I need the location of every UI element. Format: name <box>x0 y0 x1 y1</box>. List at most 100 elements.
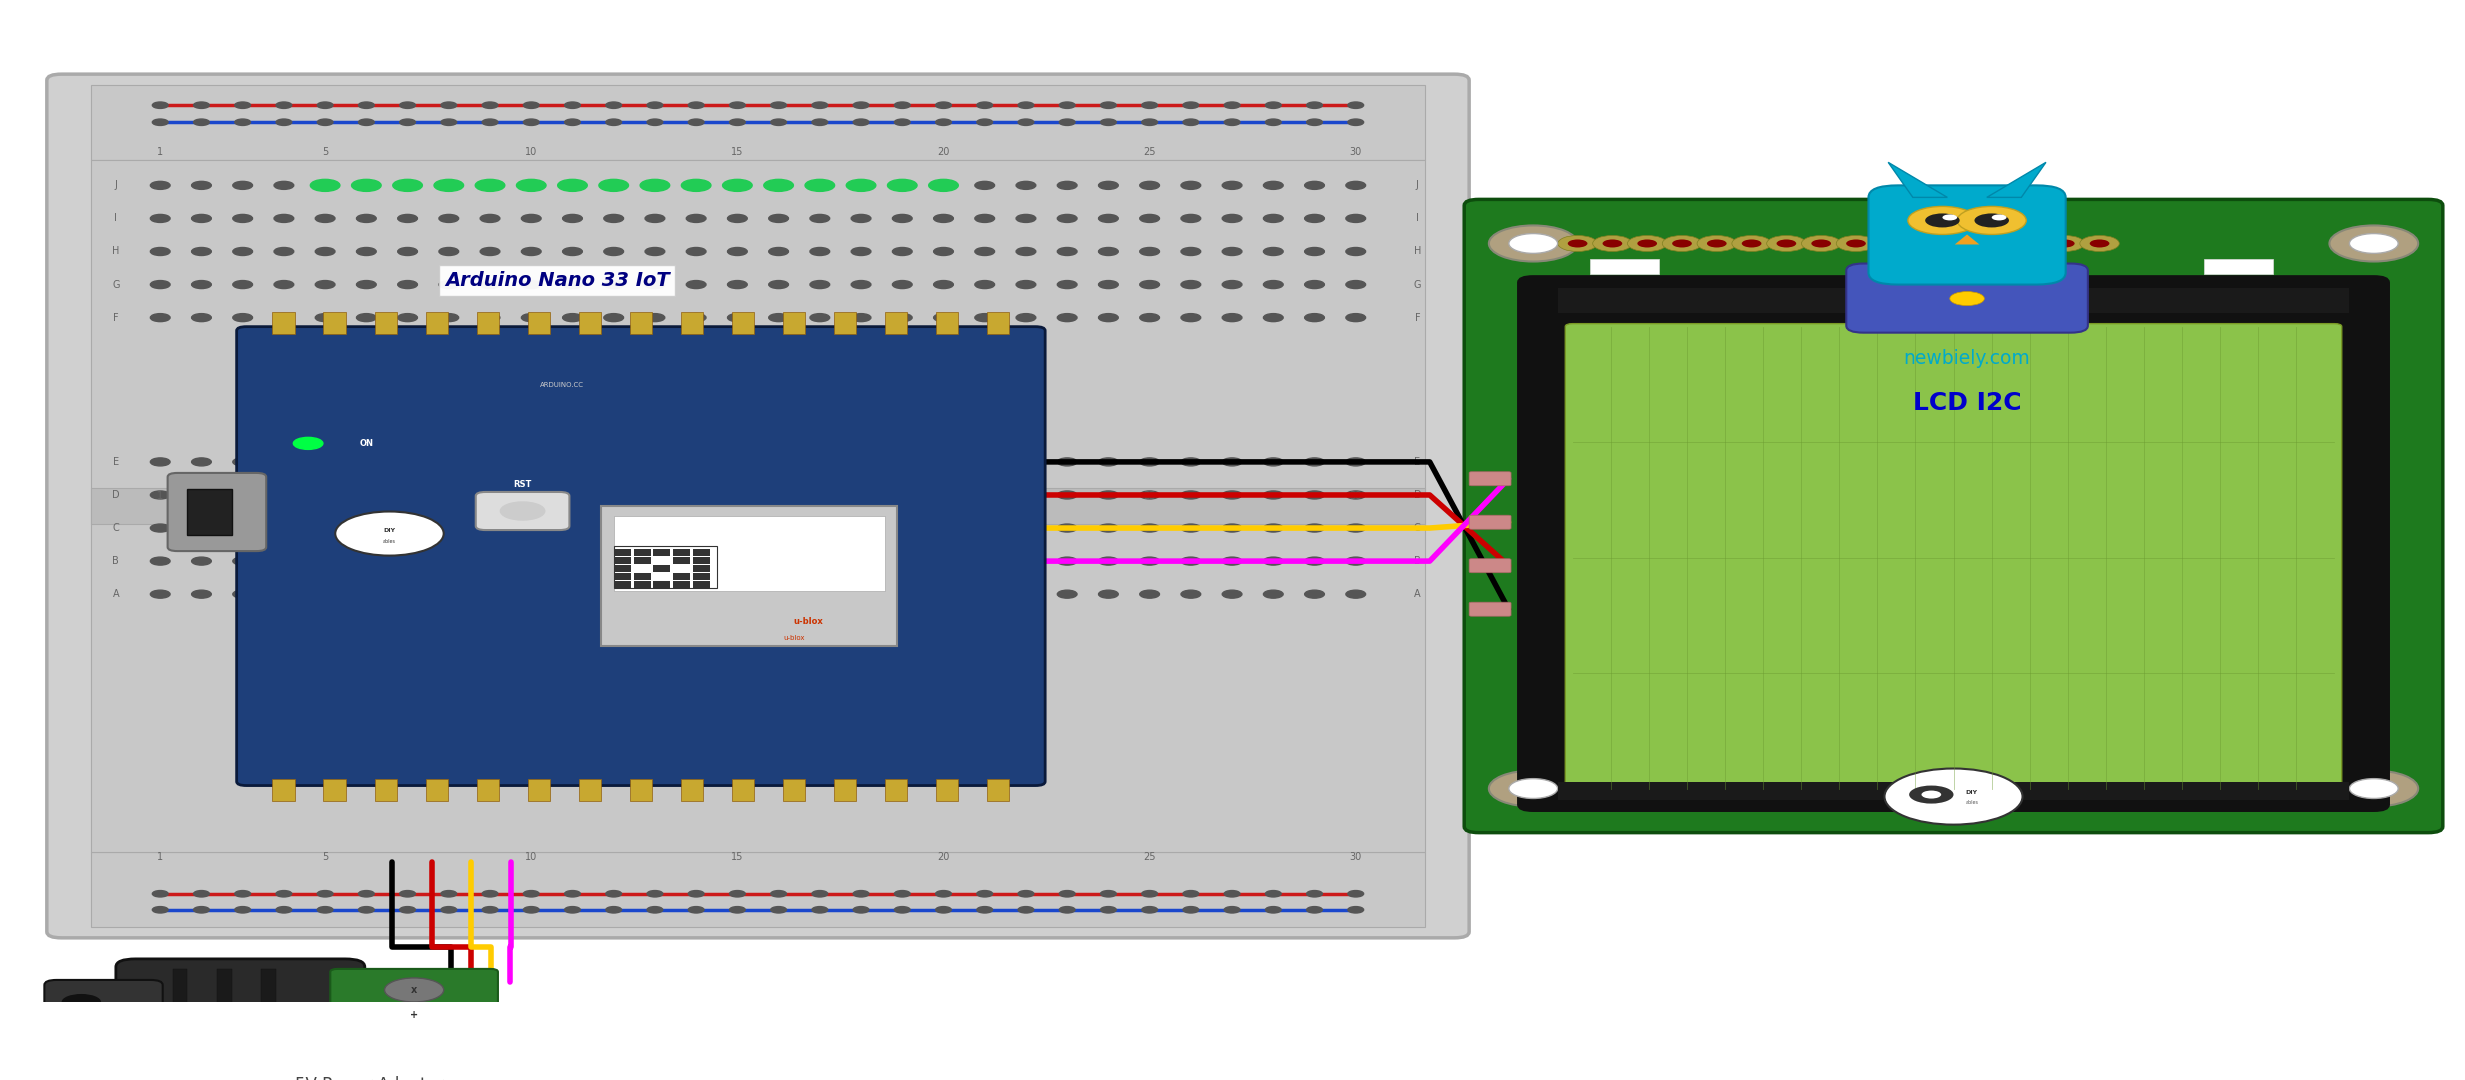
Circle shape <box>274 491 293 499</box>
Circle shape <box>1225 906 1240 913</box>
Circle shape <box>192 313 212 322</box>
Circle shape <box>1016 181 1035 189</box>
Polygon shape <box>1987 162 2046 198</box>
Circle shape <box>806 456 836 468</box>
Circle shape <box>1223 215 1242 222</box>
Circle shape <box>606 891 621 897</box>
Circle shape <box>523 313 542 322</box>
Text: newbiely.com: newbiely.com <box>601 529 680 583</box>
Circle shape <box>727 557 747 565</box>
Circle shape <box>892 590 912 598</box>
Circle shape <box>1016 590 1035 598</box>
Circle shape <box>1346 524 1366 532</box>
Text: 25: 25 <box>1144 147 1156 158</box>
Circle shape <box>892 557 912 565</box>
Circle shape <box>523 891 540 897</box>
Circle shape <box>1139 181 1159 189</box>
Circle shape <box>974 557 993 565</box>
Circle shape <box>1223 524 1242 532</box>
Bar <box>634 581 651 589</box>
Circle shape <box>1940 235 1979 252</box>
Circle shape <box>192 281 212 288</box>
Circle shape <box>806 179 836 191</box>
Circle shape <box>1018 119 1033 125</box>
Circle shape <box>232 590 251 598</box>
Circle shape <box>1016 458 1035 465</box>
Circle shape <box>557 456 587 468</box>
Circle shape <box>688 119 705 125</box>
Circle shape <box>397 215 417 222</box>
Circle shape <box>646 181 666 189</box>
Circle shape <box>1602 240 1622 247</box>
Circle shape <box>1016 247 1035 256</box>
Bar <box>693 565 710 572</box>
Circle shape <box>772 119 786 125</box>
FancyBboxPatch shape <box>1469 515 1511 529</box>
Bar <box>614 565 631 572</box>
Bar <box>833 779 855 800</box>
Circle shape <box>357 247 377 256</box>
Circle shape <box>476 456 505 468</box>
Circle shape <box>439 281 458 288</box>
Circle shape <box>769 557 789 565</box>
Circle shape <box>232 215 251 222</box>
Circle shape <box>929 456 959 468</box>
Circle shape <box>1181 181 1200 189</box>
Circle shape <box>316 557 335 565</box>
Circle shape <box>1346 590 1366 598</box>
Circle shape <box>811 906 828 913</box>
Circle shape <box>1568 240 1587 247</box>
Text: 1: 1 <box>158 491 163 501</box>
Circle shape <box>1183 102 1198 108</box>
Circle shape <box>195 119 210 125</box>
Text: ables: ables <box>1967 800 1979 805</box>
Circle shape <box>1225 102 1240 108</box>
Circle shape <box>192 590 212 598</box>
Circle shape <box>934 215 954 222</box>
Circle shape <box>397 590 417 598</box>
Circle shape <box>352 456 382 468</box>
Circle shape <box>192 181 212 189</box>
Circle shape <box>564 102 579 108</box>
Bar <box>653 549 670 556</box>
Circle shape <box>934 247 954 256</box>
Circle shape <box>1183 119 1198 125</box>
Circle shape <box>1016 313 1035 322</box>
Circle shape <box>1306 906 1321 913</box>
FancyBboxPatch shape <box>1464 200 2443 833</box>
Circle shape <box>483 906 498 913</box>
Circle shape <box>523 215 542 222</box>
Circle shape <box>685 281 705 288</box>
Circle shape <box>892 281 912 288</box>
FancyBboxPatch shape <box>330 969 498 1035</box>
Circle shape <box>850 181 870 189</box>
Circle shape <box>1057 181 1077 189</box>
Circle shape <box>769 247 789 256</box>
Circle shape <box>892 524 912 532</box>
Circle shape <box>895 102 910 108</box>
Circle shape <box>811 557 831 565</box>
Circle shape <box>397 281 417 288</box>
Circle shape <box>1265 891 1282 897</box>
Circle shape <box>1915 240 1935 247</box>
Circle shape <box>441 906 456 913</box>
Circle shape <box>385 977 444 1002</box>
Bar <box>614 546 717 589</box>
Circle shape <box>764 456 794 468</box>
FancyBboxPatch shape <box>476 492 569 530</box>
Circle shape <box>685 590 705 598</box>
Circle shape <box>685 181 705 189</box>
Circle shape <box>646 891 663 897</box>
Circle shape <box>641 179 670 191</box>
Circle shape <box>1908 206 1977 234</box>
Circle shape <box>564 119 579 125</box>
Text: 25: 25 <box>1144 491 1156 501</box>
Bar <box>614 557 631 564</box>
Bar <box>634 573 651 580</box>
Circle shape <box>1992 215 2007 220</box>
Circle shape <box>234 119 251 125</box>
Circle shape <box>1223 247 1242 256</box>
Circle shape <box>1265 313 1284 322</box>
Circle shape <box>1306 102 1321 108</box>
Circle shape <box>562 524 582 532</box>
